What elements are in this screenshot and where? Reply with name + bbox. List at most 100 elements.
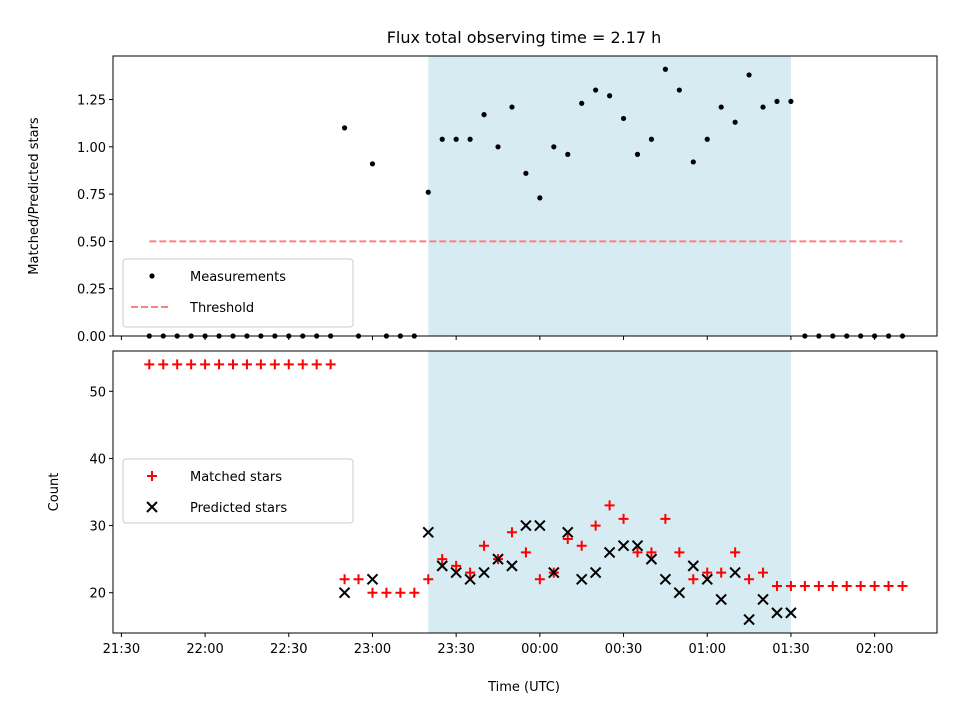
data-point <box>227 359 238 370</box>
data-point <box>659 573 672 585</box>
data-point <box>673 587 686 599</box>
data-point <box>702 567 713 578</box>
x-tick-label: 01:00 <box>689 642 726 657</box>
data-point <box>634 151 641 157</box>
y-tick-label: 0.50 <box>77 235 106 250</box>
data-point <box>648 136 655 142</box>
data-point <box>718 104 724 110</box>
data-point <box>645 553 658 565</box>
series-predicted-stars <box>338 519 797 626</box>
data-point <box>618 513 629 524</box>
data-point <box>158 359 169 370</box>
axes-frame <box>112 350 938 634</box>
data-point <box>704 136 710 142</box>
data-point <box>606 93 613 99</box>
data-point <box>523 170 529 176</box>
data-point <box>341 125 348 131</box>
data-point <box>492 553 504 565</box>
data-point <box>200 359 211 370</box>
legend-swatch <box>149 273 155 279</box>
data-point <box>283 359 294 370</box>
data-point <box>562 526 574 538</box>
data-point <box>617 540 630 552</box>
data-point <box>478 566 490 579</box>
y-tick-label: 0.25 <box>77 283 106 298</box>
data-point <box>464 573 476 585</box>
data-point <box>799 581 810 591</box>
data-point <box>758 567 769 578</box>
data-point <box>395 587 406 598</box>
legend: Measurements Threshold <box>122 258 354 328</box>
data-point <box>688 574 699 585</box>
data-point <box>687 560 699 572</box>
y-tick-label: 50 <box>89 385 106 400</box>
data-point <box>743 613 755 626</box>
data-point <box>338 587 351 599</box>
data-point <box>771 581 782 591</box>
data-point <box>757 593 769 606</box>
x-tick-label: 23:00 <box>354 642 391 657</box>
legend-label: Predicted stars <box>190 501 287 516</box>
data-point <box>495 144 501 150</box>
data-point <box>716 567 727 578</box>
data-point <box>534 519 546 532</box>
series-matched-stars <box>144 359 908 598</box>
data-point <box>186 359 197 370</box>
data-point <box>465 567 476 578</box>
data-point <box>883 581 894 591</box>
data-point <box>481 112 487 118</box>
data-point <box>813 581 824 591</box>
highlight-span <box>428 351 791 633</box>
x-tick-label: 00:00 <box>521 642 558 657</box>
legend-box <box>122 458 354 524</box>
legend-swatch <box>147 471 157 481</box>
data-point <box>548 566 560 579</box>
data-point <box>690 159 696 165</box>
data-point <box>534 574 545 585</box>
legend-label: Threshold <box>189 301 254 316</box>
data-point <box>450 566 462 579</box>
data-point <box>367 587 378 598</box>
data-point <box>422 526 434 538</box>
data-point <box>869 581 880 591</box>
data-point <box>774 98 780 105</box>
data-point <box>897 581 908 591</box>
data-point <box>662 66 668 72</box>
data-point <box>144 359 155 370</box>
legend: Matched stars Predicted stars <box>122 458 354 524</box>
x-tick-label: 00:30 <box>605 642 642 657</box>
legend-label: Measurements <box>190 270 286 285</box>
x-tick-label: 02:00 <box>856 642 893 657</box>
data-point <box>771 607 783 619</box>
data-point <box>589 566 602 579</box>
data-point <box>579 100 585 106</box>
data-point <box>562 534 573 544</box>
y-tick-label: 0.00 <box>77 330 106 345</box>
x-tick-label: 23:30 <box>437 642 474 657</box>
data-point <box>715 593 727 606</box>
data-point <box>632 547 643 558</box>
data-point <box>241 359 252 370</box>
data-point <box>590 520 601 531</box>
data-point <box>620 115 627 122</box>
legend-box <box>122 258 354 328</box>
data-point <box>366 573 379 585</box>
x-tick-label: 21:30 <box>103 642 140 657</box>
data-point <box>551 144 557 150</box>
data-point <box>631 540 644 552</box>
y-tick-label: 0.75 <box>77 188 106 203</box>
data-point <box>453 136 459 142</box>
y-tick-label: 20 <box>89 587 106 602</box>
x-axis-label: Time (UTC) <box>487 680 560 695</box>
data-point <box>506 527 517 538</box>
data-point <box>785 581 796 591</box>
y-tick-label: 1.00 <box>77 141 106 156</box>
data-point <box>409 587 420 598</box>
data-point <box>255 359 266 370</box>
data-point <box>576 540 587 551</box>
data-point <box>311 359 322 370</box>
data-point <box>437 554 448 565</box>
data-point <box>855 581 866 591</box>
data-point <box>732 119 738 125</box>
data-point <box>660 513 671 524</box>
